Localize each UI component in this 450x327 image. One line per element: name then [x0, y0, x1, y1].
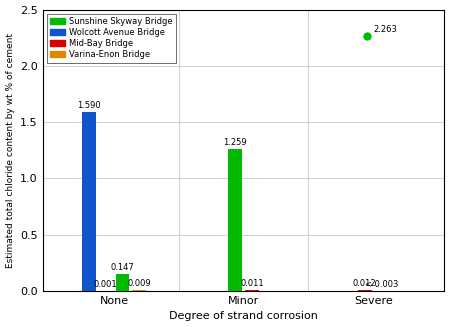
Text: < 0.003: < 0.003 [365, 280, 398, 289]
Y-axis label: Estimated total chloride content by wt % of cement: Estimated total chloride content by wt %… [5, 33, 14, 268]
Bar [82, 112, 96, 291]
Bar [228, 149, 242, 291]
Text: 0.147: 0.147 [111, 264, 134, 272]
Bar [132, 290, 146, 291]
Text: 0.012: 0.012 [353, 279, 377, 288]
Bar [358, 290, 372, 291]
X-axis label: Degree of strand corrosion: Degree of strand corrosion [169, 311, 318, 321]
Text: 1.259: 1.259 [223, 138, 247, 147]
Text: 0.009: 0.009 [127, 279, 151, 288]
Bar [116, 274, 129, 291]
Text: 2.263: 2.263 [373, 25, 397, 34]
Bar [245, 290, 259, 291]
Text: 0.001: 0.001 [94, 280, 117, 289]
Point [363, 34, 370, 39]
Text: 0.011: 0.011 [240, 279, 264, 288]
Text: 1.590: 1.590 [77, 101, 100, 110]
Legend: Sunshine Skyway Bridge, Wolcott Avenue Bridge, Mid-Bay Bridge, Varina-Enon Bridg: Sunshine Skyway Bridge, Wolcott Avenue B… [47, 14, 176, 63]
